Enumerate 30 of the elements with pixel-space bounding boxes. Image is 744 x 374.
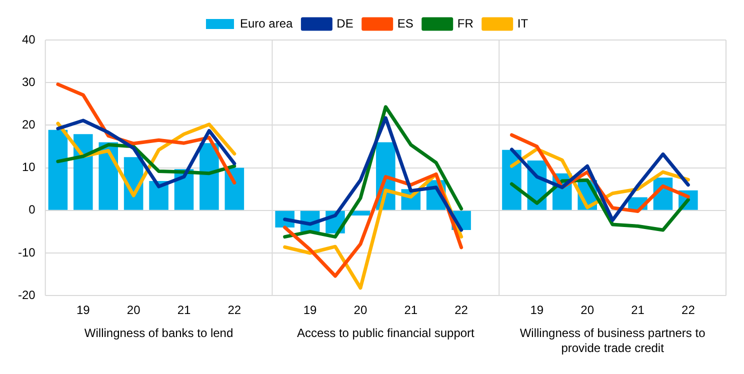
y-tick-label: 0 xyxy=(28,202,36,217)
y-tick-label: 40 xyxy=(22,32,36,46)
x-tick-label: 22 xyxy=(454,303,468,318)
x-tick-label: 22 xyxy=(228,303,242,318)
text: Willingness of business partners to provide trade credit xyxy=(520,326,706,355)
x-tick-label: 21 xyxy=(631,303,645,318)
y-tick-label: -20 xyxy=(18,288,36,302)
y-tick-label: 10 xyxy=(22,160,36,174)
x-tick-label: 20 xyxy=(126,303,141,318)
legend-label: Euro area xyxy=(240,16,294,30)
x-tick-label: 22 xyxy=(682,303,696,318)
legend-label: DE xyxy=(336,16,354,30)
legend-label: ES xyxy=(397,16,414,30)
x-tick-label: 19 xyxy=(530,303,544,318)
y-tick-label: 20 xyxy=(22,118,36,132)
y-tick-label: -10 xyxy=(18,245,36,260)
bar xyxy=(48,130,68,210)
x-tick-label: 21 xyxy=(404,303,418,318)
text: Access to public financial support xyxy=(296,326,476,340)
x-tick-label: 20 xyxy=(354,303,368,318)
x-tick-label: 21 xyxy=(177,303,191,318)
text: Willingness of banks to lend xyxy=(84,326,234,340)
legend-label: FR xyxy=(457,16,474,30)
y-tick-label: 30 xyxy=(22,74,36,89)
bar xyxy=(74,134,93,210)
x-tick-label: 20 xyxy=(580,303,594,318)
x-tick-label: 19 xyxy=(303,303,318,318)
x-tick-label: 19 xyxy=(76,303,90,318)
bar xyxy=(224,168,244,210)
legend-label: IT xyxy=(517,16,529,30)
